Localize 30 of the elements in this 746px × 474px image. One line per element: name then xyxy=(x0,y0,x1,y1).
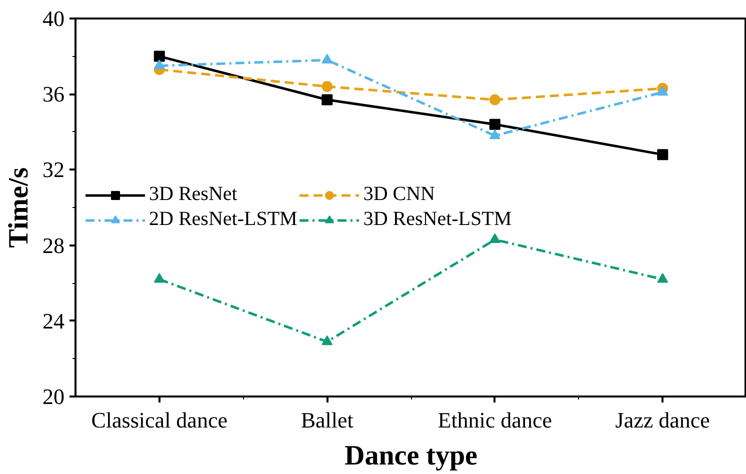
point xyxy=(489,233,500,244)
x-tick-label: Ballet xyxy=(300,408,354,432)
y-tick-label: 40 xyxy=(42,6,64,31)
legend-label: 3D ResNet-LSTM xyxy=(363,208,512,231)
y-tick-label: 20 xyxy=(42,384,64,409)
point xyxy=(154,59,165,70)
point xyxy=(489,118,500,130)
point xyxy=(489,94,500,106)
x-tick-label: Jazz dance xyxy=(615,408,710,432)
legend-label: 2D ResNet-LSTM xyxy=(149,208,298,231)
point xyxy=(154,273,165,283)
point xyxy=(322,81,333,92)
point xyxy=(322,94,333,106)
y-tick-label: 24 xyxy=(42,308,64,334)
legend-label: 3D CNN xyxy=(363,183,435,206)
point xyxy=(657,86,668,96)
y-axis-title: Time/s xyxy=(4,167,34,248)
y-tick-label: 28 xyxy=(42,232,64,258)
x-tick-label: Ethnic dance xyxy=(438,408,552,432)
point xyxy=(322,335,333,346)
y-tick-label: 32 xyxy=(42,157,64,182)
x-tick-label: Classical dance xyxy=(91,408,228,432)
y-tick-label: 36 xyxy=(42,82,64,107)
point xyxy=(489,129,500,140)
point xyxy=(154,50,165,62)
point xyxy=(657,149,668,160)
point xyxy=(657,273,668,283)
legend-label: 3D ResNet xyxy=(149,183,238,206)
point xyxy=(322,54,333,64)
x-axis-title: Dance type xyxy=(344,440,478,472)
